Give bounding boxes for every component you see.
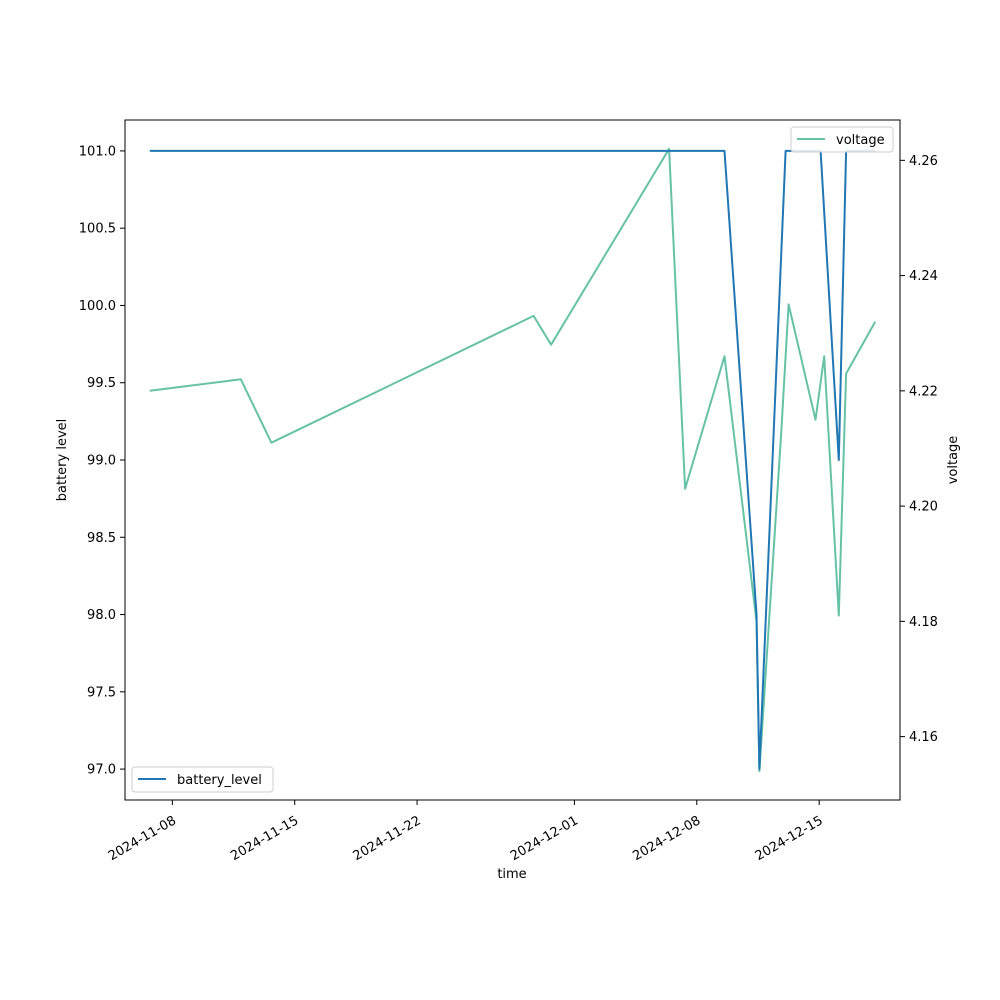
x-tick-label: 2024-12-01 <box>508 813 581 864</box>
series-line-voltage <box>149 147 877 773</box>
legend-battery-level: battery_level <box>131 766 274 793</box>
y-tick-label: 98.5 <box>87 531 116 546</box>
x-axis-title: time <box>497 867 526 882</box>
y-axis-right: 4.16 4.18 4.20 4.22 4.24 4.26 <box>900 154 938 745</box>
y-tick-label: 99.5 <box>87 376 116 391</box>
y-tick-label: 99.0 <box>87 454 116 469</box>
y2-tick-label: 4.16 <box>909 730 938 745</box>
x-tick-label: 2024-11-15 <box>228 813 301 864</box>
y2-tick-label: 4.24 <box>909 269 938 284</box>
x-tick-label: 2024-11-22 <box>351 813 424 864</box>
legend-battery-level-label: battery_level <box>177 773 262 788</box>
y2-axis-title: voltage <box>946 436 961 485</box>
y-axis-title: battery level <box>55 419 70 502</box>
y-tick-label: 100.5 <box>79 222 116 237</box>
y2-tick-label: 4.22 <box>909 384 938 399</box>
x-axis: 2024-11-08 2024-11-15 2024-11-22 2024-12-01… <box>106 800 826 864</box>
x-tick-label: 2024-12-08 <box>630 813 703 864</box>
y-tick-label: 101.0 <box>79 144 116 159</box>
y2-tick-label: 4.18 <box>909 615 938 630</box>
legend-voltage-label: voltage <box>836 133 885 148</box>
x-tick-label: 2024-12-15 <box>753 813 826 864</box>
y-tick-label: 98.0 <box>87 608 116 623</box>
plot-lines <box>149 147 877 773</box>
plot-frame <box>124 119 901 801</box>
y2-tick-label: 4.26 <box>909 154 938 169</box>
y-axis-left: 97.0 97.5 98.0 98.5 99.0 99.5 100.0 100.5 101.0 <box>79 144 125 778</box>
legend-voltage: voltage <box>790 126 894 153</box>
y-tick-label: 97.5 <box>87 685 116 700</box>
y2-tick-label: 4.20 <box>909 500 938 515</box>
y-tick-label: 100.0 <box>79 299 116 314</box>
x-tick-label: 2024-11-08 <box>106 813 179 864</box>
y-tick-label: 97.0 <box>87 763 116 778</box>
series-line-battery-level <box>149 149 876 771</box>
